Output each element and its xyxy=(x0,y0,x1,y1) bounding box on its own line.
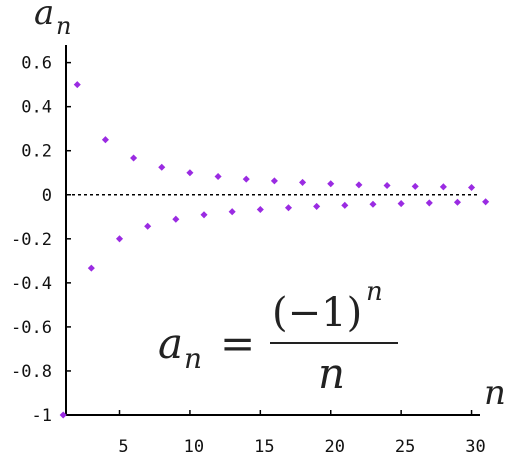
formula: a n = (−1) n n xyxy=(158,277,398,398)
point xyxy=(270,177,278,185)
point xyxy=(425,199,433,207)
point xyxy=(468,183,476,192)
point xyxy=(439,183,447,191)
y-tick-label: -1 xyxy=(32,406,52,426)
x-tick-label: 15 xyxy=(254,437,274,457)
y-tick-label: -0.8 xyxy=(11,362,52,382)
point xyxy=(242,175,250,183)
point xyxy=(284,204,293,212)
point xyxy=(130,154,138,162)
point xyxy=(411,182,419,190)
x-tick-label: 30 xyxy=(465,437,485,457)
point xyxy=(214,172,222,181)
point xyxy=(115,235,124,243)
y-tick-label: 0 xyxy=(42,186,52,206)
formula-lhs: a xyxy=(158,319,183,368)
point xyxy=(144,222,152,230)
y-tick-label: -0.6 xyxy=(11,318,52,338)
point xyxy=(186,169,194,177)
point xyxy=(158,163,166,171)
point xyxy=(369,200,377,208)
point xyxy=(397,200,405,208)
point xyxy=(313,202,321,210)
point xyxy=(383,181,391,190)
x-tick-label: 10 xyxy=(184,437,204,457)
point xyxy=(482,198,490,206)
point xyxy=(172,215,180,223)
formula-numerator-sup: n xyxy=(366,277,383,307)
point xyxy=(228,208,236,216)
y-tick-label: 0.2 xyxy=(21,142,52,162)
x-label: n xyxy=(484,373,506,413)
formula-eq: = xyxy=(220,319,255,368)
formula-lhs-sub: n xyxy=(184,342,202,375)
point xyxy=(59,411,67,419)
point xyxy=(355,181,363,189)
formula-numerator: (−1) xyxy=(272,290,362,336)
y-tick-label: 0.4 xyxy=(21,98,52,118)
point xyxy=(101,136,109,144)
formula-denominator: n xyxy=(318,349,345,398)
y-tick-label: 0.6 xyxy=(21,54,52,74)
point xyxy=(299,178,307,186)
point xyxy=(341,201,349,209)
y-label-sub: n xyxy=(56,12,71,40)
y-tick-label: -0.2 xyxy=(11,230,52,250)
x-tick-label: 25 xyxy=(395,437,415,457)
x-tick-label: 20 xyxy=(324,437,344,457)
y-tick-label: -0.4 xyxy=(11,274,52,294)
point xyxy=(453,198,462,206)
point xyxy=(327,180,335,188)
point xyxy=(87,264,95,272)
x-tick-label: 5 xyxy=(118,437,128,457)
point xyxy=(73,81,81,89)
y-label: a xyxy=(34,0,54,33)
point xyxy=(200,211,208,219)
point xyxy=(256,205,264,214)
